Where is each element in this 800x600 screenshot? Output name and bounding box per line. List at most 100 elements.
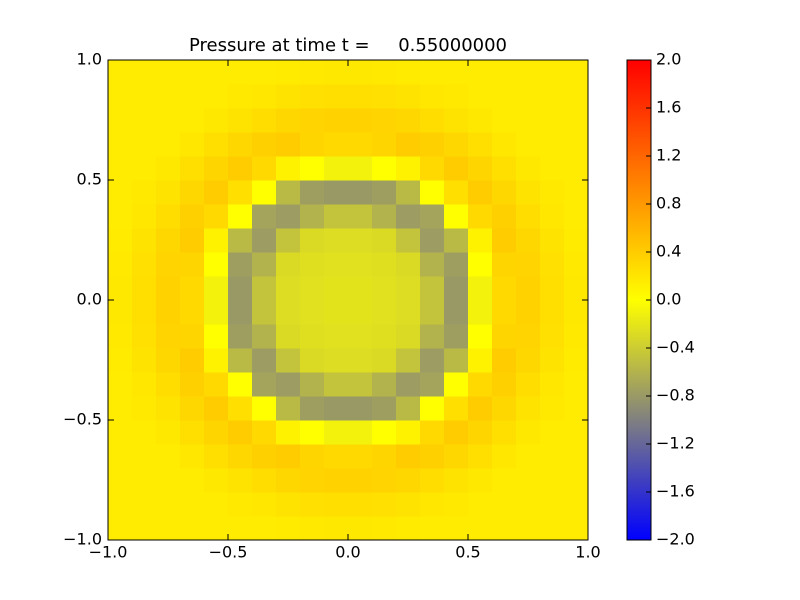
heatmap-cell: [252, 420, 277, 445]
heatmap-cell: [324, 468, 349, 493]
heatmap-cell: [228, 276, 253, 301]
heatmap-cell: [180, 156, 205, 181]
heatmap-cell: [396, 444, 421, 469]
heatmap-cell: [348, 180, 373, 205]
heatmap-cell: [564, 372, 589, 397]
heatmap-cell: [348, 204, 373, 229]
heatmap-cell: [492, 444, 517, 469]
heatmap-cell: [564, 84, 589, 109]
heatmap-cell: [420, 468, 445, 493]
heatmap-cell: [204, 372, 229, 397]
heatmap-cell: [492, 252, 517, 277]
heatmap-cell: [324, 516, 349, 541]
heatmap-cell: [300, 300, 325, 325]
heatmap-cell: [204, 468, 229, 493]
heatmap-cell: [540, 276, 565, 301]
heatmap-cell: [348, 108, 373, 133]
heatmap-cell: [564, 300, 589, 325]
heatmap-cell: [276, 516, 301, 541]
heatmap-cell: [276, 324, 301, 349]
heatmap-cell: [420, 132, 445, 157]
heatmap-cell: [108, 516, 133, 541]
heatmap-cell: [420, 204, 445, 229]
heatmap-cell: [540, 60, 565, 85]
heatmap-cell: [468, 324, 493, 349]
heatmap-cell: [300, 204, 325, 229]
heatmap-cell: [516, 204, 541, 229]
heatmap-cell: [300, 132, 325, 157]
colorbar-tick-label: 0.4: [656, 242, 681, 261]
heatmap-cell: [468, 204, 493, 229]
heatmap-cell: [204, 420, 229, 445]
heatmap-cell: [468, 276, 493, 301]
heatmap-cell: [156, 60, 181, 85]
heatmap-cell: [492, 300, 517, 325]
x-tick-label: 0.5: [455, 543, 480, 562]
heatmap-cell: [300, 84, 325, 109]
heatmap-cell: [516, 372, 541, 397]
heatmap-cell: [492, 348, 517, 373]
heatmap-cell: [468, 132, 493, 157]
heatmap-cell: [372, 180, 397, 205]
heatmap-cell: [156, 228, 181, 253]
heatmap-cell: [516, 396, 541, 421]
heatmap-cell: [468, 444, 493, 469]
heatmap-cell: [132, 60, 157, 85]
heatmap-cell: [348, 468, 373, 493]
heatmap-cell: [444, 348, 469, 373]
heatmap-cell: [516, 108, 541, 133]
heatmap-cell: [348, 516, 373, 541]
heatmap-cell: [372, 84, 397, 109]
heatmap-cell: [300, 252, 325, 277]
heatmap-cell: [276, 396, 301, 421]
heatmap-cell: [228, 252, 253, 277]
heatmap-cell: [444, 372, 469, 397]
heatmap-cell: [396, 516, 421, 541]
heatmap-cell: [492, 60, 517, 85]
heatmap-cell: [132, 180, 157, 205]
heatmap-cell: [420, 252, 445, 277]
heatmap-cell: [348, 84, 373, 109]
heatmap-cell: [252, 84, 277, 109]
heatmap-cell: [540, 516, 565, 541]
heatmap-cell: [276, 492, 301, 517]
heatmap-cell: [372, 156, 397, 181]
colorbar-tick-label: −0.4: [656, 338, 695, 357]
heatmap-cell: [372, 492, 397, 517]
heatmap-cell: [108, 372, 133, 397]
heatmap-cell: [516, 468, 541, 493]
heatmap-cell: [180, 348, 205, 373]
heatmap-cell: [564, 156, 589, 181]
heatmap-cell: [204, 396, 229, 421]
heatmap-cell: [204, 108, 229, 133]
heatmap-cell: [108, 348, 133, 373]
heatmap-cell: [228, 420, 253, 445]
heatmap-cell: [564, 324, 589, 349]
heatmap-cell: [348, 276, 373, 301]
heatmap-cell: [348, 132, 373, 157]
heatmap-cell: [108, 60, 133, 85]
heatmap-cell: [276, 60, 301, 85]
heatmap-cell: [372, 60, 397, 85]
heatmap-cell: [324, 132, 349, 157]
heatmap-cell: [516, 516, 541, 541]
heatmap-cell: [444, 444, 469, 469]
heatmap-cell: [372, 252, 397, 277]
heatmap-cell: [276, 420, 301, 445]
heatmap-cell: [564, 348, 589, 373]
heatmap-cell: [516, 276, 541, 301]
heatmap-cell: [516, 492, 541, 517]
heatmap-cell: [132, 348, 157, 373]
heatmap-cell: [300, 180, 325, 205]
heatmap-cell: [108, 132, 133, 157]
heatmap-cell: [204, 204, 229, 229]
heatmap-cell: [228, 228, 253, 253]
heatmap-cell: [324, 156, 349, 181]
heatmap-cell: [540, 180, 565, 205]
heatmap-cell: [204, 180, 229, 205]
heatmap-cell: [444, 468, 469, 493]
heatmap-cell: [444, 420, 469, 445]
heatmap-cell: [516, 60, 541, 85]
heatmap-cell: [180, 276, 205, 301]
